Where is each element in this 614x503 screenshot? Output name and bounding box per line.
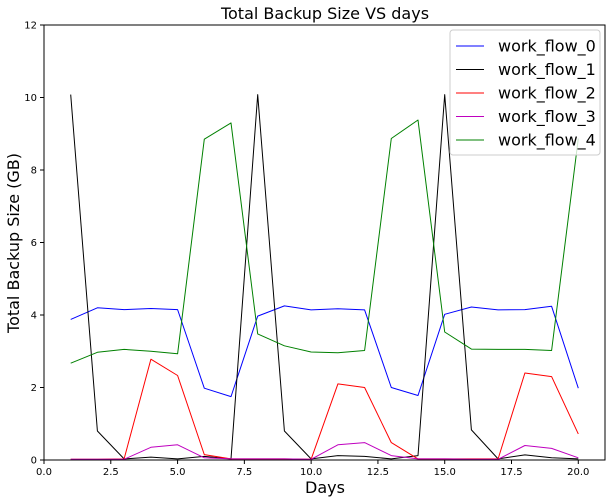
x-axis-ticks: 0.0 2.5 5.0 7.5 10.0 12.5 15.0 17.5 20.0 [36, 460, 589, 478]
legend-label: work_flow_1 [498, 60, 596, 80]
x-tick-label: 7.5 [236, 467, 252, 478]
x-axis-label: Days [305, 478, 345, 497]
series-line-work-flow-4 [70, 119, 579, 364]
legend-label: work_flow_4 [498, 131, 596, 151]
y-tick-label: 4 [31, 311, 37, 322]
y-tick-label: 6 [31, 238, 37, 249]
y-tick-label: 12 [24, 21, 37, 32]
series-line-work-flow-1 [70, 94, 579, 460]
y-tick-label: 2 [31, 383, 37, 394]
y-tick-label: 8 [31, 166, 37, 177]
series-line-work-flow-3 [70, 442, 579, 460]
legend-label: work_flow_0 [498, 37, 596, 57]
y-tick-label: 10 [24, 93, 37, 104]
y-axis-label: Total Backup Size (GB) [4, 153, 23, 334]
x-tick-label: 5.0 [170, 467, 186, 478]
chart-title: Total Backup Size VS days [220, 4, 429, 23]
x-tick-label: 12.5 [367, 467, 389, 478]
x-tick-label: 10.0 [300, 467, 322, 478]
series-lines [70, 94, 579, 460]
x-tick-label: 17.5 [500, 467, 522, 478]
x-tick-label: 15.0 [434, 467, 456, 478]
legend-label: work_flow_2 [498, 84, 596, 104]
x-tick-label: 20.0 [567, 467, 589, 478]
x-tick-label: 2.5 [103, 467, 119, 478]
legend-box [449, 29, 601, 156]
series-line-work-flow-0 [70, 305, 579, 398]
legend-label: work_flow_3 [498, 107, 596, 127]
x-tick-label: 0.0 [36, 467, 52, 478]
series-line-work-flow-2 [70, 358, 579, 460]
y-tick-label: 0 [31, 456, 37, 467]
y-axis-ticks: 0 2 4 6 8 10 12 [24, 21, 44, 467]
plot-frame [43, 24, 606, 461]
legend: work_flow_0 work_flow_1 work_flow_2 work_fl… [449, 29, 601, 156]
